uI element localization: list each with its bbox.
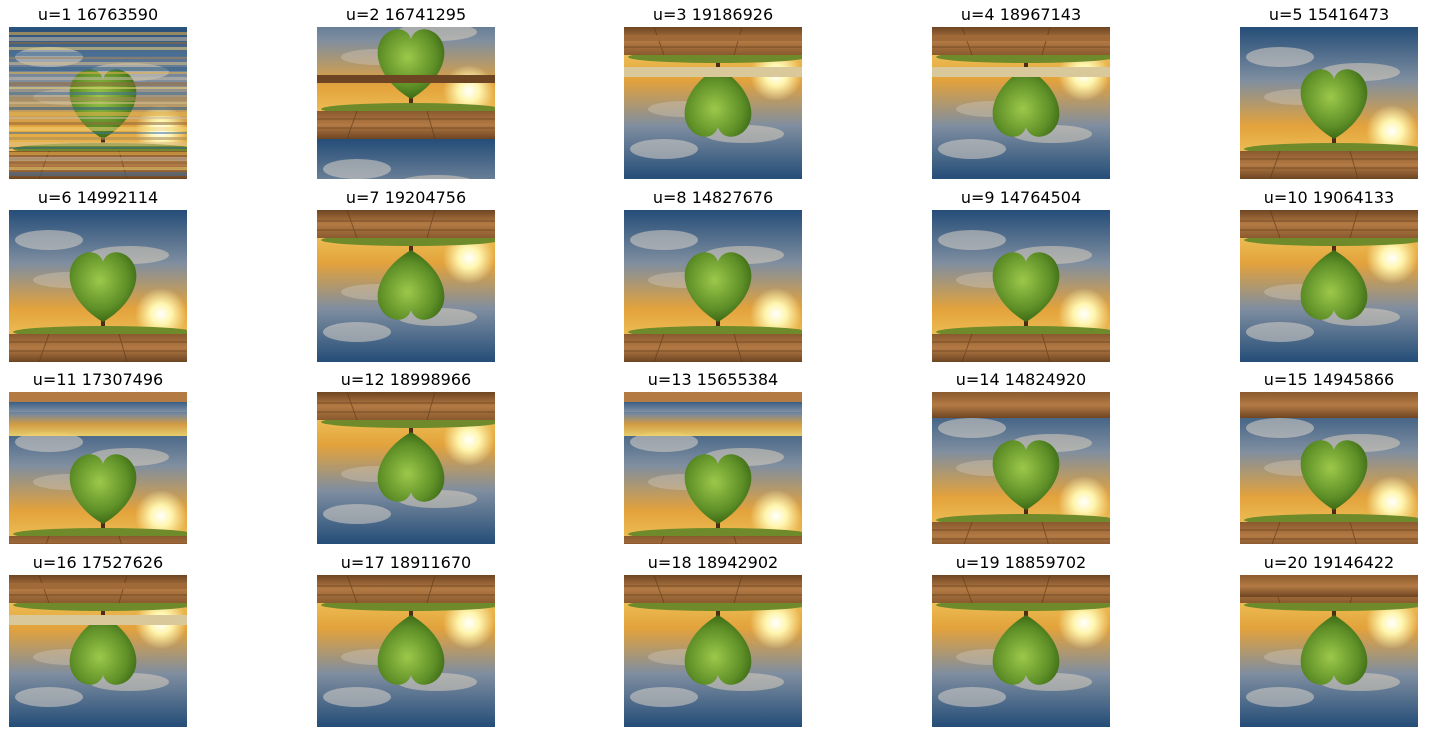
panel-title: u=10 19064133 [1263,188,1395,207]
heart-tree-image [1240,575,1418,727]
heart-tree-picture [624,392,802,544]
panel-title: u=11 17307496 [32,370,164,389]
heart-tree-image [932,210,1110,362]
image-panel: u=17 18911670 [317,553,495,729]
panel-title: u=7 19204756 [345,188,467,207]
heart-tree-picture [624,210,802,362]
panel-title: u=14 14824920 [955,370,1087,389]
panel-title: u=2 16741295 [345,5,467,24]
panel-title: u=15 14945866 [1263,370,1395,389]
image-panel: u=10 19064133 [1240,188,1418,364]
image-panel: u=12 18998966 [317,370,495,546]
heart-tree-picture [317,575,495,727]
image-panel: u=11 17307496 [9,370,187,546]
panel-title: u=17 18911670 [340,553,472,572]
image-panel: u=13 15655384 [624,370,802,546]
heart-tree-picture [9,392,187,544]
heart-tree-picture [9,27,187,179]
image-panel: u=16 17527626 [9,553,187,729]
heart-tree-image [9,27,187,179]
heart-tree-image [9,210,187,362]
heart-tree-picture [9,210,187,362]
panel-title: u=5 15416473 [1268,5,1390,24]
panel-title: u=13 15655384 [647,370,779,389]
panel-title: u=16 17527626 [32,553,164,572]
heart-tree-image [624,575,802,727]
heart-tree-image [932,27,1110,179]
image-panel: u=15 14945866 [1240,370,1418,546]
heart-tree-picture [317,392,495,544]
image-panel: u=20 19146422 [1240,553,1418,729]
image-panel: u=18 18942902 [624,553,802,729]
heart-tree-picture [9,575,187,727]
image-panel: u=14 14824920 [932,370,1110,546]
image-panel: u=19 18859702 [932,553,1110,729]
panel-title: u=12 18998966 [340,370,472,389]
panel-title: u=1 16763590 [37,5,159,24]
heart-tree-image [317,210,495,362]
image-panel: u=6 14992114 [9,188,187,364]
heart-tree-picture [932,575,1110,727]
heart-tree-picture [932,210,1110,362]
heart-tree-picture [1240,392,1418,544]
panel-title: u=8 14827676 [652,188,774,207]
heart-tree-image [1240,27,1418,179]
heart-tree-image [317,392,495,544]
panel-title: u=19 18859702 [955,553,1087,572]
heart-tree-picture [624,27,802,179]
image-panel: u=9 14764504 [932,188,1110,364]
image-panel: u=8 14827676 [624,188,802,364]
panel-title: u=3 19186926 [652,5,774,24]
image-panel: u=4 18967143 [932,5,1110,181]
heart-tree-image [932,392,1110,544]
image-panel: u=1 16763590 [9,5,187,181]
image-panel: u=2 16741295 [317,5,495,181]
heart-tree-image [624,27,802,179]
image-panel: u=7 19204756 [317,188,495,364]
heart-tree-picture [1240,27,1418,179]
heart-tree-picture [932,392,1110,544]
panel-title: u=6 14992114 [37,188,159,207]
heart-tree-image [624,392,802,544]
panel-title: u=20 19146422 [1263,553,1395,572]
heart-tree-image [9,575,187,727]
panel-title: u=9 14764504 [960,188,1082,207]
panel-title: u=18 18942902 [647,553,779,572]
image-panel: u=5 15416473 [1240,5,1418,181]
heart-tree-image [1240,210,1418,362]
heart-tree-picture [317,27,495,179]
heart-tree-image [9,392,187,544]
heart-tree-image [1240,392,1418,544]
heart-tree-picture [932,27,1110,179]
panel-title: u=4 18967143 [960,5,1082,24]
heart-tree-image [624,210,802,362]
heart-tree-image [932,575,1110,727]
heart-tree-picture [1240,210,1418,362]
heart-tree-picture [624,575,802,727]
image-panel: u=3 19186926 [624,5,802,181]
heart-tree-image [317,27,495,179]
heart-tree-picture [1240,575,1418,727]
heart-tree-image [317,575,495,727]
heart-tree-picture [317,210,495,362]
